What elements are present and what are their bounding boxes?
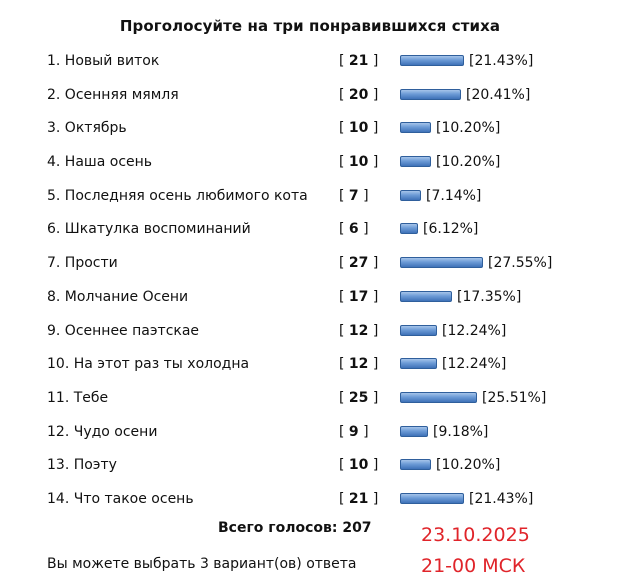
poll-option-row: 8. Молчание Осени [ 17 ] [17.35%] — [0, 286, 640, 320]
vote-percentage-text: [25.51%] — [482, 389, 547, 406]
vote-count: [ 17 ] — [339, 288, 379, 305]
poll-option-label: 3. Октябрь — [47, 120, 127, 137]
poll-option-label: 5. Последняя осень любимого кота — [47, 187, 308, 204]
vote-count-value: 10 — [348, 120, 369, 137]
selection-hint: Вы можете выбрать 3 вариант(ов) ответа — [47, 556, 357, 572]
poll-option-label: 2. Осенняя мямля — [47, 86, 179, 103]
vote-count: [ 27 ] — [339, 255, 379, 272]
total-votes: Всего голосов: 207 — [218, 520, 372, 536]
vote-percentage-text: [10.20%] — [436, 120, 501, 137]
vote-count-value: 12 — [348, 356, 369, 373]
vote-count: [ 21 ] — [339, 490, 379, 507]
poll-option-row: 12. Чудо осени [ 9 ] [9.18%] — [0, 421, 640, 455]
vote-percentage-bar — [400, 55, 464, 66]
poll-option-row: 11. Тебе [ 25 ] [25.51%] — [0, 387, 640, 421]
vote-count: [ 10 ] — [339, 457, 379, 474]
poll-option-label: 9. Осеннее паэтскае — [47, 322, 200, 339]
poll-option-label: 6. Шкатулка воспоминаний — [47, 221, 251, 238]
vote-count: [ 25 ] — [339, 389, 379, 406]
poll-option-row: 13. Поэту [ 10 ] [10.20%] — [0, 454, 640, 488]
poll-option-row: 2. Осенняя мямля [ 20 ] [20.41%] — [0, 84, 640, 118]
vote-count-value: 27 — [348, 255, 369, 272]
poll-option-row: 10. На этот раз ты холодна [ 12 ] [12.24%] — [0, 353, 640, 387]
poll-option-label: 10. На этот раз ты холодна — [47, 356, 250, 373]
vote-percentage-text: [21.43%] — [469, 53, 534, 69]
vote-count: [ 12 ] — [339, 356, 379, 373]
vote-percentage-bar — [400, 223, 418, 235]
vote-percentage-text: [7.14%] — [426, 187, 482, 204]
vote-count-value: 12 — [348, 322, 369, 339]
vote-percentage-text: [17.35%] — [457, 288, 522, 305]
vote-count: [ 7 ] — [339, 187, 369, 204]
poll-options-list: 1. Новый виток [ 21 ] [21.43%] 2. Осенняя м… — [0, 50, 640, 522]
vote-percentage-text: [27.55%] — [488, 255, 553, 272]
poll-option-label: 8. Молчание Осени — [47, 288, 189, 305]
vote-percentage-bar — [400, 189, 421, 201]
vote-count-value: 17 — [348, 288, 369, 305]
vote-count: [ 20 ] — [339, 86, 379, 103]
poll-option-row: 1. Новый виток [ 21 ] [21.43%] — [0, 50, 640, 84]
vote-percentage-bar — [400, 324, 437, 336]
vote-percentage-text: [10.20%] — [436, 154, 501, 171]
vote-percentage-bar — [400, 391, 477, 403]
poll-option-row: 5. Последняя осень любимого кота [ 7 ] [7.… — [0, 185, 640, 219]
vote-count-value: 21 — [348, 53, 369, 69]
poll-option-row: 4. Наша осень [ 10 ] [10.20%] — [0, 151, 640, 185]
vote-count: [ 6 ] — [339, 221, 369, 238]
vote-percentage-text: [6.12%] — [423, 221, 479, 238]
vote-count-value: 20 — [348, 86, 369, 103]
poll-option-row: 3. Октябрь [ 10 ] [10.20%] — [0, 117, 640, 151]
vote-percentage-bar — [400, 425, 428, 437]
vote-count-value: 25 — [348, 389, 369, 406]
vote-percentage-bar — [400, 88, 461, 100]
poll-option-row: 7. Прости [ 27 ] [27.55%] — [0, 252, 640, 286]
poll-option-label: 4. Наша осень — [47, 154, 153, 171]
time-stamp: 21-00 МСК — [421, 555, 526, 577]
vote-count-value: 6 — [348, 221, 359, 238]
vote-count-value: 10 — [348, 457, 369, 474]
date-stamp: 23.10.2025 — [421, 524, 530, 546]
vote-percentage-text: [9.18%] — [433, 423, 489, 440]
vote-percentage-text: [12.24%] — [442, 356, 507, 373]
vote-percentage-text: [10.20%] — [436, 457, 501, 474]
vote-percentage-bar — [400, 459, 431, 471]
vote-percentage-bar — [400, 358, 437, 370]
vote-count: [ 21 ] — [339, 53, 379, 69]
vote-percentage-bar — [400, 290, 452, 302]
vote-percentage-text: [12.24%] — [442, 322, 507, 339]
poll-option-row: 14. Что такое осень [ 21 ] [21.43%] — [0, 488, 640, 522]
vote-percentage-text: [21.43%] — [469, 490, 534, 507]
vote-count: [ 10 ] — [339, 120, 379, 137]
poll-option-row: 6. Шкатулка воспоминаний [ 6 ] [6.12%] — [0, 218, 640, 252]
vote-count: [ 12 ] — [339, 322, 379, 339]
vote-count-value: 9 — [348, 423, 359, 440]
poll-option-label: 13. Поэту — [47, 457, 117, 474]
vote-percentage-bar — [400, 156, 431, 168]
vote-count-value: 10 — [348, 154, 369, 171]
vote-count-value: 7 — [348, 187, 359, 204]
vote-percentage-bar — [400, 122, 431, 134]
poll-option-row: 9. Осеннее паэтскае [ 12 ] [12.24%] — [0, 320, 640, 354]
poll-option-label: 12. Чудо осени — [47, 423, 158, 440]
vote-percentage-text: [20.41%] — [466, 86, 531, 103]
poll-option-label: 11. Тебе — [47, 389, 109, 406]
poll-option-label: 1. Новый виток — [47, 53, 160, 69]
poll-title: Проголосуйте на три понравившихся стиха — [119, 17, 501, 35]
poll-option-label: 14. Что такое осень — [47, 490, 194, 507]
vote-percentage-bar — [400, 257, 483, 269]
vote-count-value: 21 — [348, 490, 369, 507]
vote-percentage-bar — [400, 492, 464, 504]
poll-option-label: 7. Прости — [47, 255, 118, 272]
vote-count: [ 10 ] — [339, 154, 379, 171]
vote-count: [ 9 ] — [339, 423, 369, 440]
